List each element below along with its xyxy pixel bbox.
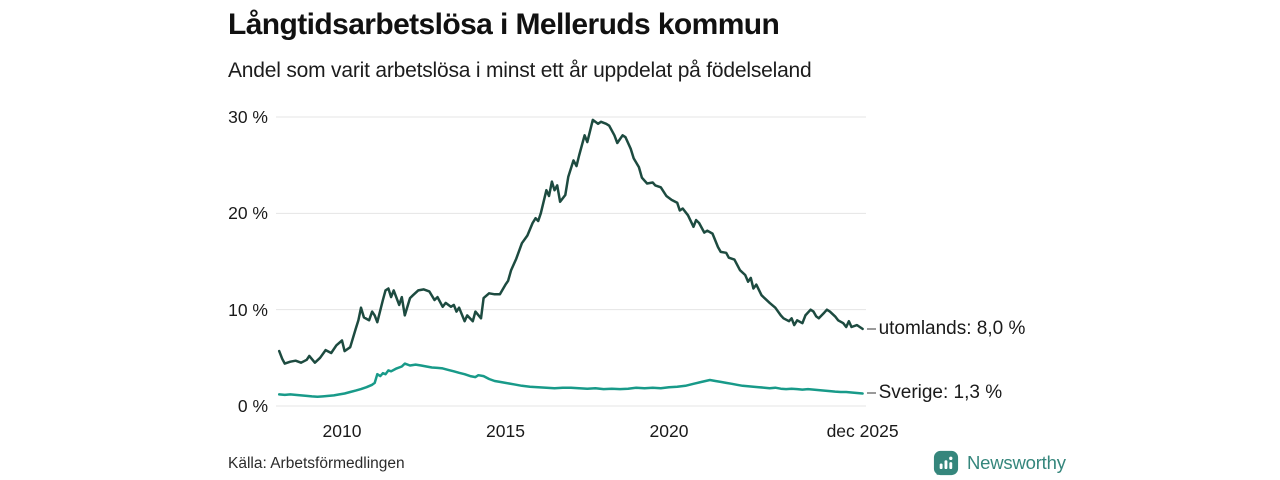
line-utomlands <box>277 118 864 365</box>
chart-subtitle: Andel som varit arbetslösa i minst ett å… <box>228 59 812 82</box>
newsworthy-logo: Newsworthy <box>933 450 1066 476</box>
newsworthy-wordmark: Newsworthy <box>967 452 1066 473</box>
chart-title: Långtidsarbetslösa i Melleruds kommun <box>228 8 780 41</box>
annotation-text: utomlands: 8,0 % <box>878 317 1026 339</box>
line-sverige <box>277 362 864 399</box>
y-axis-tick-label: 20 % <box>228 203 268 224</box>
source-credit: Källa: Arbetsförmedlingen <box>228 455 405 472</box>
x-axis-tick-label: 2020 <box>649 421 689 441</box>
series-end-label-utomlands: utomlands: 8,0 % <box>866 317 1026 340</box>
newsworthy-icon <box>933 450 959 476</box>
annotation-text: Sverige: 1,3 % <box>878 382 1003 404</box>
series-end-label-sverige: Sverige: 1,3 % <box>866 382 1003 404</box>
x-axis-tick-label: 2010 <box>322 421 362 441</box>
y-axis-tick-label: 30 % <box>228 107 268 127</box>
x-axis-tick-label: dec 2025 <box>826 421 899 441</box>
y-axis-tick-label: 0 % <box>237 396 268 416</box>
y-axis-tick-label: 10 % <box>228 299 268 320</box>
x-axis-tick-label: 2015 <box>486 421 525 441</box>
annotation-dash <box>866 327 876 330</box>
annotation-dash <box>866 392 876 395</box>
